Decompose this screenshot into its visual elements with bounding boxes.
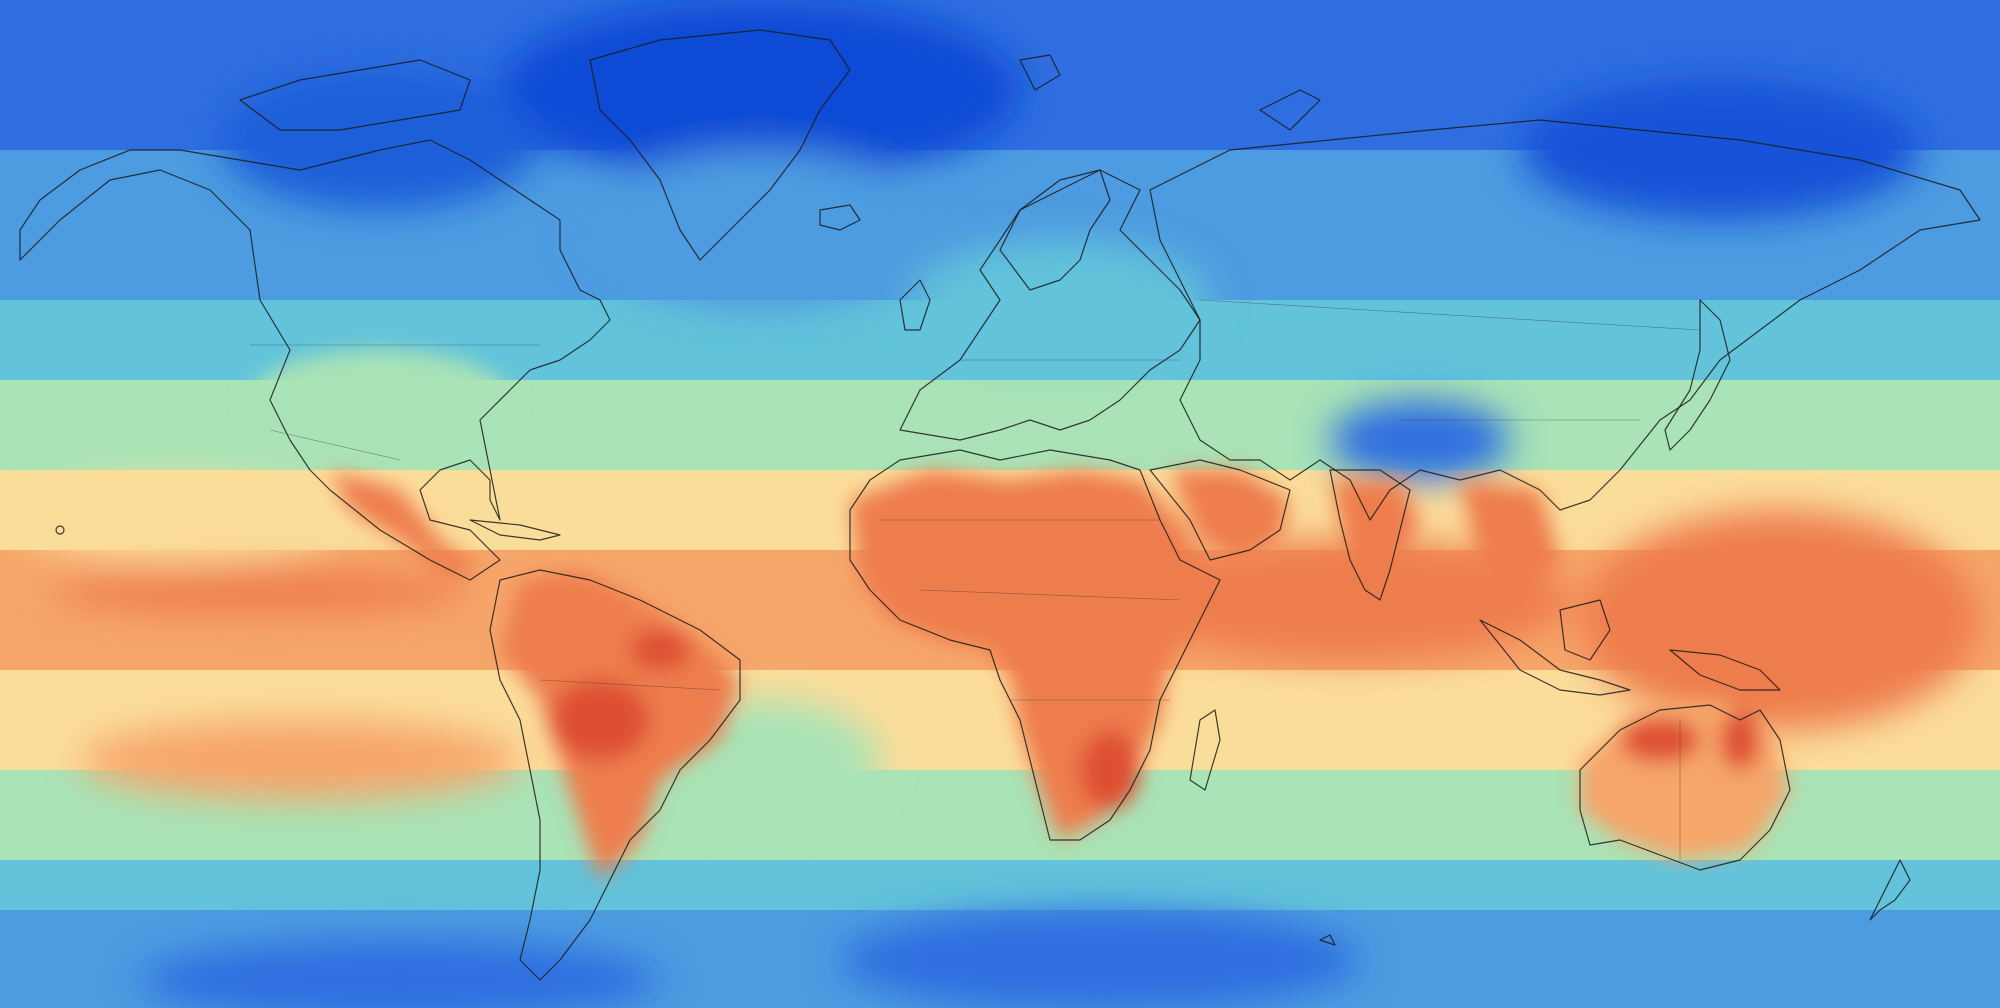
border-usa-mexico [269,429,401,461]
coast-north-america [19,139,611,581]
field-blobs [20,0,1980,1008]
africa-very-hot [1080,730,1140,810]
coast-borneo [1559,599,1611,661]
hot-land-field [250,350,1790,880]
coast-madagascar [1189,709,1221,791]
blob-west-pacific-hot [1580,510,1980,730]
coast-antarctica-edge [1319,934,1336,946]
blob-arctic-cold [500,0,1020,180]
coast-indonesia [1479,619,1631,696]
coast-new-zealand [1869,859,1911,921]
australia-very-hot-2 [1720,710,1760,770]
coast-iceland [819,204,861,231]
border-africa-central [919,589,1181,601]
border-russia [1199,299,1701,331]
coast-south-america [489,569,741,981]
arabia-hot [1170,470,1290,560]
coast-caribbean [469,519,561,541]
mexico-hot [330,470,480,580]
coast-uk [899,279,931,331]
india-hot [1330,480,1420,600]
coast-europe [899,169,1201,441]
country-borders [250,299,1701,860]
blob-europe-mild [910,240,1210,360]
coast-hawaii [55,525,65,535]
coast-scandinavia [999,169,1111,291]
blob-pacific-hot [50,570,470,614]
south-america-very-hot [550,680,650,760]
blob-siberia-cold [1520,80,1920,220]
coast-japan [1664,299,1731,451]
coast-australia [1579,704,1791,871]
blob-tibet-cold [1330,400,1510,480]
blob-southern-ocean-cold [840,910,1360,1008]
coast-africa [849,449,1221,841]
coast-new-guinea [1669,649,1781,691]
blob-south-pacific-warm [80,720,520,800]
coast-india [1329,469,1411,601]
coast-asia [1149,119,1981,521]
band-south-mild [0,860,2000,910]
coast-novaya-zemlya [1259,89,1321,131]
blob-pacific-warm [20,480,340,560]
border-south-america [539,679,721,691]
coastlines [19,29,1981,981]
coast-svalbard [1019,54,1061,91]
usa-mild [250,350,510,450]
blob-indian-hot [1130,540,1570,660]
blob-canada-cold [220,70,540,210]
coast-arabia [1149,459,1291,561]
coast-greenland [589,29,851,261]
coast-arctic-islands [239,59,471,131]
seasia-hot [1460,480,1560,600]
blob-atlantic-cool [580,150,940,310]
blob-southern-ocean-cold-2 [140,940,660,1008]
south-america-very-hot-2 [630,630,690,670]
